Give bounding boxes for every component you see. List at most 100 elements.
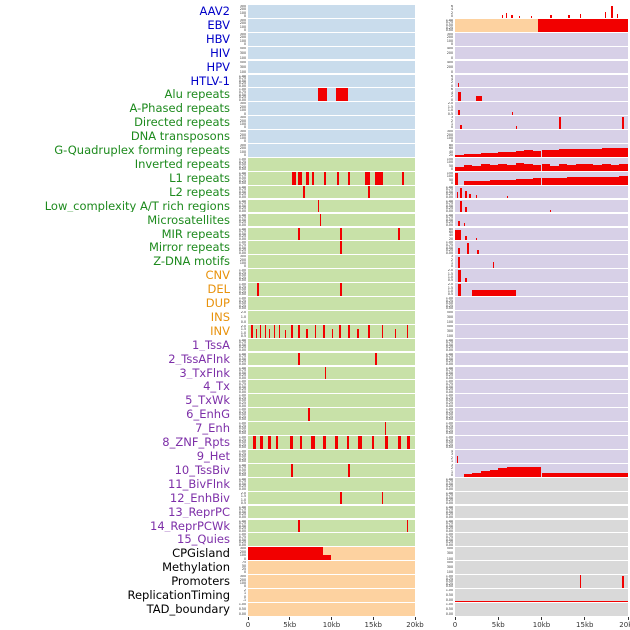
track-label: 5_TxWk [185, 394, 230, 408]
track-panel-right [455, 450, 628, 463]
data-bar [579, 13, 581, 18]
track-row: 4_Tx 1.00 0.75 0.50 0.25 0.00 1.00 0.75 0.50 0.25… [0, 380, 630, 394]
data-bar [398, 436, 401, 449]
track-panel-right [455, 185, 628, 199]
y-tick-label: 1.00 [445, 213, 453, 217]
y-axis-ticks-left: 500 300 100 [230, 47, 248, 60]
y-tick-label: 200 [239, 257, 246, 262]
y-tick-label: 0.25 [445, 25, 453, 30]
track-panel-left [248, 157, 415, 171]
data-bar [576, 149, 585, 157]
track-panel-left [248, 519, 415, 533]
data-bar [394, 328, 397, 338]
track-panel-left [248, 589, 415, 602]
track-label: Methylation [162, 561, 230, 574]
y-tick-label: 0 [450, 139, 453, 143]
track-label: 8_ZNF_Rpts [162, 436, 230, 449]
y-tick-label: 1.00 [445, 338, 453, 342]
y-tick-label: 0.00 [238, 222, 246, 227]
y-tick-label: 0.00 [238, 250, 246, 255]
y-tick-label: 0.50 [445, 342, 453, 347]
y-tick-label: 0.50 [238, 245, 246, 250]
y-tick-label: 0.25 [238, 428, 246, 433]
y-tick-label: 1.00 [445, 477, 453, 481]
track-panel-right [455, 310, 628, 324]
y-tick-label: 300 [239, 144, 246, 148]
data-bar [567, 164, 577, 171]
y-tick-label: 1 [450, 261, 453, 266]
y-tick-label: 0.25 [238, 164, 246, 169]
y-tick-label: 0 [243, 556, 246, 561]
data-bar [584, 176, 594, 185]
x-tick-label: 15kb [364, 620, 382, 629]
data-bar [541, 177, 551, 185]
track-panel-right [455, 366, 628, 380]
data-bar [610, 148, 620, 157]
y-tick-label: 0.25 [238, 470, 246, 475]
y-tick-label: 0.75 [238, 534, 246, 539]
y-tick-label: 0.50 [238, 342, 246, 347]
track-panel-right [455, 338, 628, 352]
track-label: MIR repeats [161, 227, 230, 241]
track-panel-right [455, 199, 628, 213]
track-panel-right [455, 60, 628, 74]
y-tick-label: 1.00 [238, 394, 246, 398]
data-bar [253, 436, 256, 449]
y-axis-ticks-right: 1.00 0.75 0.50 0.25 0.00 [415, 394, 455, 407]
data-bar [311, 436, 315, 449]
data-bar [334, 436, 339, 449]
y-axis-ticks-right: 300 200 100 0 [415, 130, 455, 143]
data-bar [318, 88, 328, 102]
data-bar [602, 148, 611, 157]
y-axis-ticks-left: 1.00 0.75 0.50 0.25 0.00 [230, 464, 248, 477]
y-tick-label: 0.00 [238, 361, 246, 366]
track-panel-right [455, 255, 628, 268]
track-row: Z-DNA motifs 300 200 100 0 3 2 1 0 [0, 255, 630, 268]
y-tick-label: 0.75 [445, 298, 453, 303]
y-axis-ticks-right: 1.00 0.75 0.50 0.25 0.00 [415, 422, 455, 435]
y-axis-ticks-left: 300 200 100 0 [230, 116, 248, 129]
y-tick-label: 200 [239, 35, 246, 40]
y-tick-label: 0.75 [445, 201, 453, 206]
y-tick-label: 0.75 [445, 479, 453, 484]
data-bar [384, 422, 387, 435]
y-axis-ticks-left: 300 200 100 0 [230, 5, 248, 18]
y-tick-label: 0.75 [238, 187, 246, 192]
data-bar [519, 16, 521, 18]
track-panel-left [248, 5, 415, 18]
y-axis-ticks-right: 1.00 0.50 0.00 [415, 589, 455, 602]
data-bar [550, 165, 559, 171]
y-tick-label: 0.25 [445, 498, 453, 503]
track-panel-left [248, 380, 415, 394]
y-tick-label: 0.25 [238, 206, 246, 211]
y-axis-ticks-left: 300 200 100 0 [230, 547, 248, 560]
y-tick-label: 0.50 [238, 78, 246, 83]
data-bar [465, 278, 467, 282]
data-bar [468, 194, 471, 199]
track-label: CNV [205, 269, 231, 282]
y-tick-label: 0 [450, 181, 453, 185]
y-tick-label: 1.0 [240, 330, 246, 335]
track-row: 5_TxWk 1.00 0.75 0.50 0.25 0.00 1.00 0.75 0.50 0.… [0, 394, 630, 408]
y-tick-label: 0.50 [445, 579, 453, 584]
y-tick-label: 1 [450, 459, 453, 463]
y-tick-label: 0.50 [238, 92, 246, 97]
y-tick-label: 1.0 [447, 275, 453, 279]
y-tick-label: 3 [450, 452, 453, 457]
data-bar [306, 328, 308, 338]
y-tick-label: 0.75 [238, 423, 246, 428]
y-tick-label: 1.00 [238, 157, 246, 161]
track-row: G-Quadruplex forming repeats 300 200 100 0 80… [0, 144, 630, 157]
y-axis-ticks-left: 1.00 0.75 0.50 0.25 0.00 [230, 533, 248, 546]
track-panel-right [455, 227, 628, 241]
track-label: Promoters [171, 575, 230, 588]
data-bar [610, 5, 614, 18]
y-tick-label: 1.00 [238, 352, 246, 356]
y-tick-label: 0.00 [445, 250, 453, 255]
data-bar [593, 165, 603, 171]
y-tick-label: 500 [446, 547, 453, 551]
x-tick-mark [247, 617, 249, 620]
data-bar [472, 154, 481, 157]
y-tick-label: 0.25 [238, 526, 246, 531]
x-tick-mark [372, 617, 374, 620]
